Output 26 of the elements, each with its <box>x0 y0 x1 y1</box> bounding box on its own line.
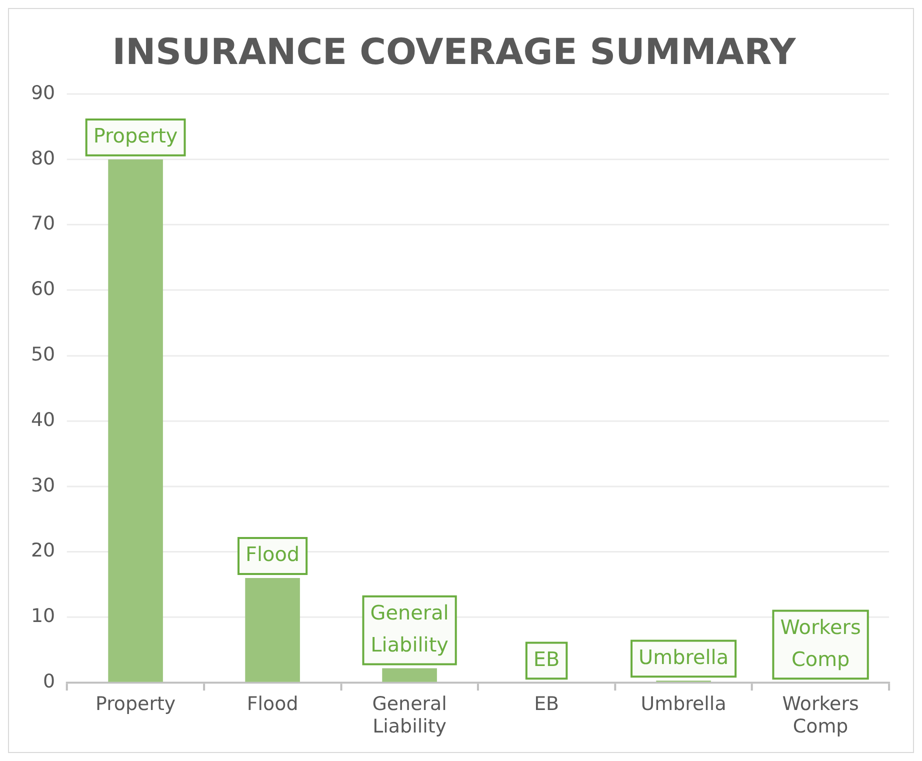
y-tick-label: 60 <box>30 278 56 300</box>
y-tick-label: 10 <box>30 605 56 628</box>
y-tick-label: 20 <box>30 540 56 562</box>
x-tick-label: Workers Comp <box>782 692 859 738</box>
y-tick-label: 30 <box>30 474 56 496</box>
y-tick-label: 50 <box>30 344 56 366</box>
x-tick-label: Property <box>95 692 176 715</box>
annotation: Umbrella <box>638 644 729 669</box>
annotation: General Liability <box>370 600 449 656</box>
bar <box>108 159 163 682</box>
y-tick-label: 80 <box>30 147 56 170</box>
chart-title: INSURANCE COVERAGE SUMMARY <box>112 32 797 73</box>
bar <box>382 668 437 682</box>
x-tick-label: Flood <box>246 692 298 715</box>
annotation: Workers Comp <box>780 614 861 671</box>
annotation: Property <box>93 124 178 148</box>
bar <box>245 578 300 682</box>
annotation: Flood <box>246 542 300 566</box>
y-tick-label: 0 <box>43 670 56 693</box>
x-tick-label: Umbrella <box>640 692 726 715</box>
x-tick-label: General Liability <box>372 692 447 738</box>
y-tick-label: 70 <box>30 212 56 235</box>
annotation: EB <box>533 646 560 671</box>
y-tick-label: 90 <box>30 82 56 104</box>
x-tick-label: EB <box>534 692 560 715</box>
y-tick-label: 40 <box>30 408 56 431</box>
